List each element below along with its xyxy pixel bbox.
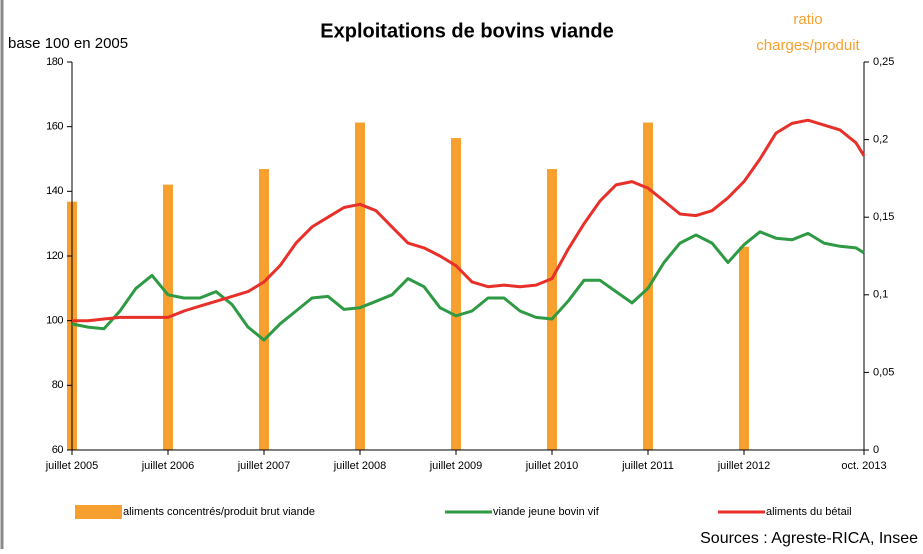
x-tick-label: juillet 2005 xyxy=(45,460,99,472)
bar xyxy=(355,122,365,450)
line-series xyxy=(72,118,866,323)
x-tick-label: juillet 2006 xyxy=(141,460,195,472)
legend-label: aliments du bétail xyxy=(766,506,852,518)
y2-tick-label: 0,05 xyxy=(873,366,894,378)
x-tick-label: juillet 2007 xyxy=(237,460,291,472)
y-tick-label: 60 xyxy=(52,444,64,456)
y2-axis-title: charges/produit xyxy=(756,37,860,54)
y2-tick-label: 0,15 xyxy=(873,211,894,223)
chart-title: Exploitations de bovins viande xyxy=(320,20,613,42)
y2-tick-label: 0,25 xyxy=(873,56,894,68)
x-tick-label: juillet 2012 xyxy=(717,460,771,472)
legend-swatch xyxy=(75,505,122,519)
legend-label: viande jeune bovin vif xyxy=(493,506,600,518)
x-tick-label: oct. 2013 xyxy=(841,460,886,472)
bar xyxy=(547,169,557,450)
y2-tick-label: 0,1 xyxy=(873,289,888,301)
y-tick-label: 180 xyxy=(46,56,63,68)
x-tick-label: juillet 2009 xyxy=(429,460,483,472)
legend-label: aliments concentrés/produit brut viande xyxy=(123,506,315,518)
line-series xyxy=(71,230,865,342)
bar xyxy=(739,246,749,450)
y-tick-label: 140 xyxy=(46,185,63,197)
y2-tick-label: 0,2 xyxy=(873,134,888,146)
y-axis-title: base 100 en 2005 xyxy=(8,35,128,52)
y-tick-label: 120 xyxy=(46,250,63,262)
y-tick-label: 100 xyxy=(46,315,63,327)
source-note: Sources : Agreste-RICA, Insee xyxy=(700,530,918,547)
x-tick-label: juillet 2008 xyxy=(333,460,387,472)
y2-tick-label: 0 xyxy=(873,444,879,456)
y2-axis-title: ratio xyxy=(793,11,822,28)
bar xyxy=(259,169,269,450)
x-tick-label: juillet 2011 xyxy=(621,460,674,472)
y-tick-label: 160 xyxy=(46,121,63,133)
bar xyxy=(451,138,461,450)
y-tick-label: 80 xyxy=(52,379,64,391)
x-tick-label: juillet 2010 xyxy=(525,460,579,472)
